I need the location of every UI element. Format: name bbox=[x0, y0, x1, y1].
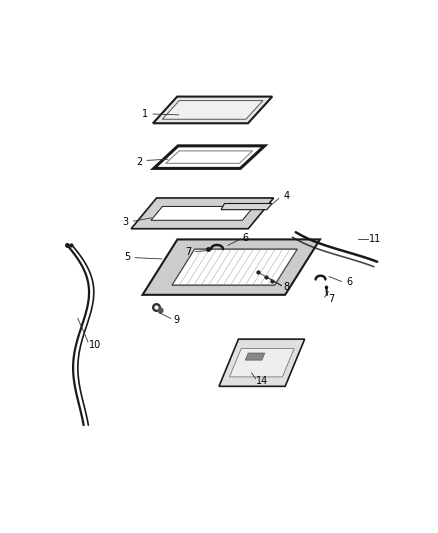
Text: 4: 4 bbox=[283, 191, 290, 201]
Text: 7: 7 bbox=[185, 247, 191, 257]
Text: 3: 3 bbox=[122, 217, 128, 228]
Polygon shape bbox=[230, 349, 294, 377]
Polygon shape bbox=[151, 206, 254, 220]
Text: 8: 8 bbox=[283, 282, 290, 292]
Text: 1: 1 bbox=[141, 109, 148, 119]
Text: 11: 11 bbox=[369, 234, 381, 244]
Polygon shape bbox=[162, 101, 263, 119]
Polygon shape bbox=[153, 96, 272, 123]
Polygon shape bbox=[154, 146, 265, 168]
Text: 2: 2 bbox=[136, 157, 142, 167]
Text: 7: 7 bbox=[328, 294, 335, 304]
Polygon shape bbox=[166, 151, 253, 163]
Polygon shape bbox=[131, 198, 274, 229]
Text: 14: 14 bbox=[256, 376, 268, 386]
Polygon shape bbox=[219, 339, 305, 386]
Polygon shape bbox=[172, 249, 297, 285]
Text: 6: 6 bbox=[346, 277, 353, 287]
Text: 9: 9 bbox=[173, 314, 179, 325]
Polygon shape bbox=[221, 204, 272, 209]
Text: 5: 5 bbox=[124, 252, 131, 262]
Text: 6: 6 bbox=[243, 233, 249, 243]
Polygon shape bbox=[245, 353, 265, 360]
Polygon shape bbox=[142, 239, 320, 295]
Text: 10: 10 bbox=[88, 340, 101, 350]
